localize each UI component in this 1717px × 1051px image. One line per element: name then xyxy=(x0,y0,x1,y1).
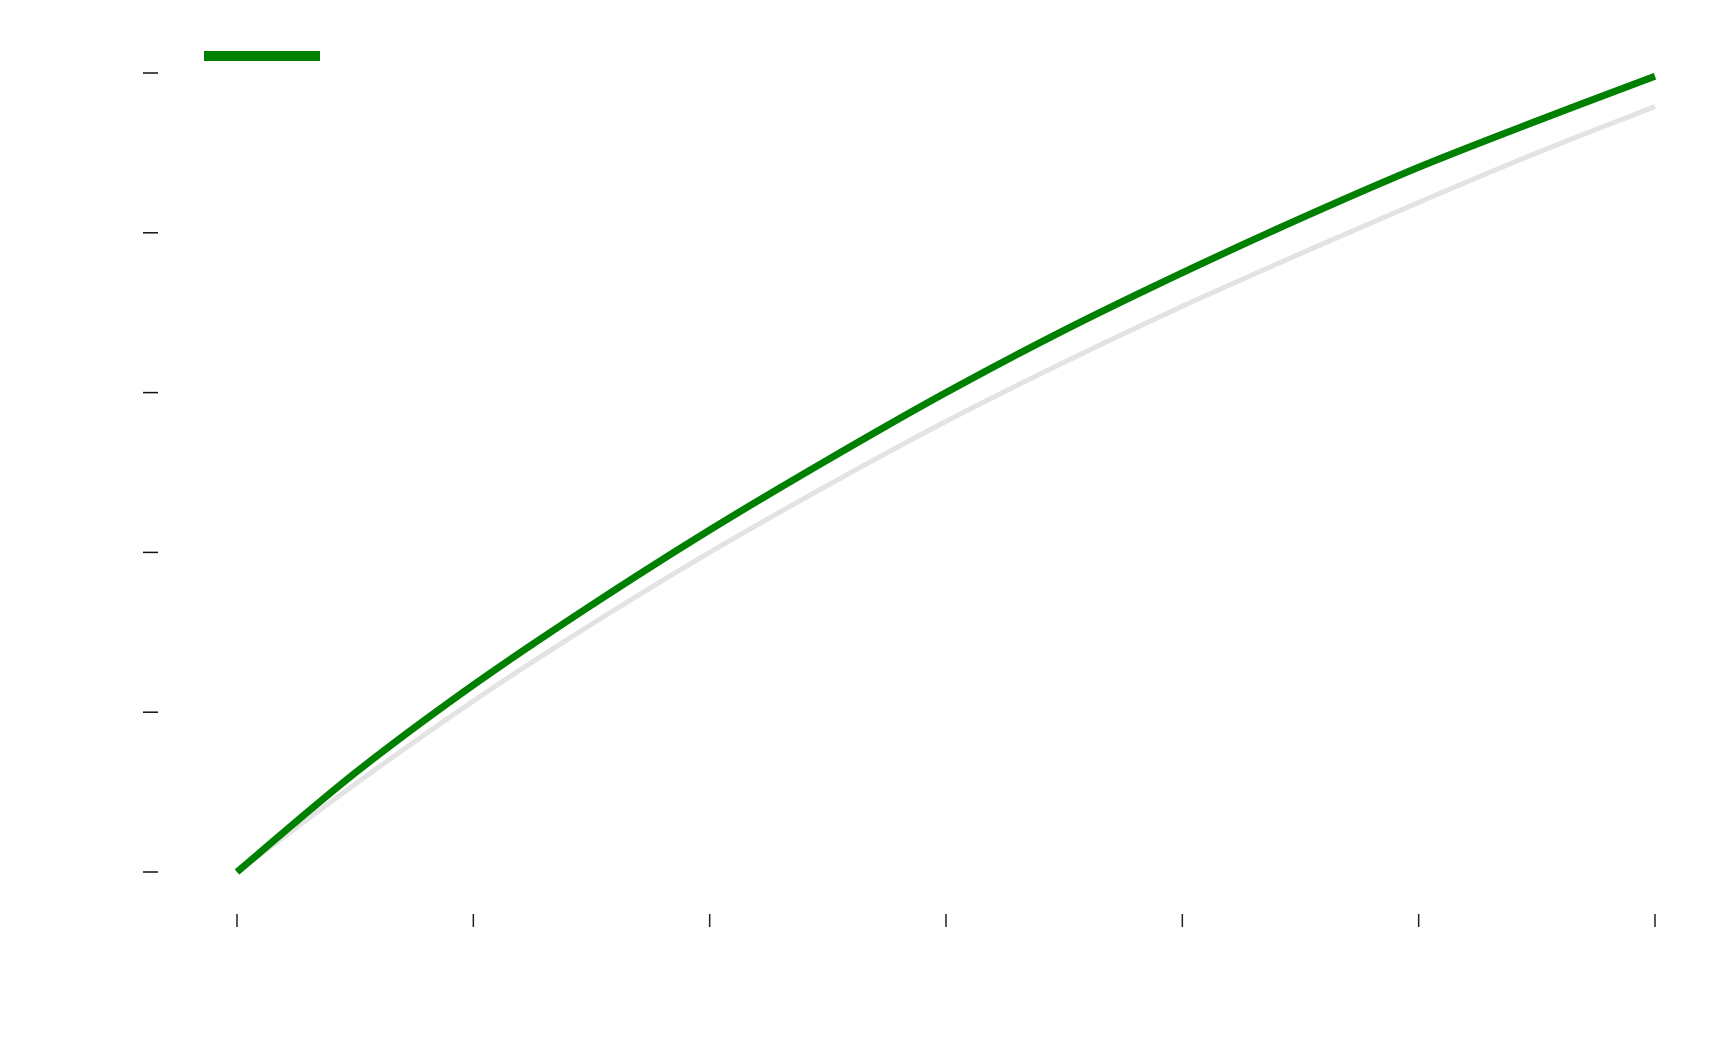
series-line-0 xyxy=(235,104,1656,875)
series-layer xyxy=(234,72,1657,875)
y-axis-ticks xyxy=(143,72,158,873)
x-axis-ticks xyxy=(236,914,1656,927)
series-line-1 xyxy=(234,72,1657,875)
